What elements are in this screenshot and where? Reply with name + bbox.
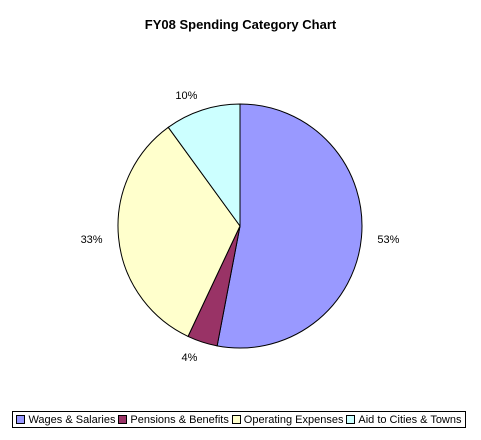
legend: Wages & Salaries Pensions & Benefits Ope… (12, 411, 466, 428)
legend-item-aid: Aid to Cities & Towns (346, 413, 462, 426)
legend-label-pensions: Pensions & Benefits (130, 413, 229, 426)
legend-swatch-pensions (118, 415, 128, 424)
slice-operating (117, 126, 241, 338)
slice-label-operating: 33% (81, 234, 103, 246)
chart-title: FY08 Spending Category Chart (144, 17, 337, 32)
slice-wages (216, 103, 363, 349)
slice-label-wages: 53% (377, 234, 399, 246)
legend-swatch-wages (16, 415, 26, 424)
legend-label-aid: Aid to Cities & Towns (358, 413, 462, 426)
legend-item-operating: Operating Expenses (231, 413, 344, 426)
slice-label-aid: 10% (175, 90, 197, 102)
legend-swatch-aid (346, 415, 356, 424)
slice-label-pensions: 4% (181, 352, 197, 364)
pie-chart: 53% 4% 33% 10% (81, 90, 400, 364)
legend-label-wages: Wages & Salaries (28, 413, 116, 426)
slice-aid (167, 103, 241, 228)
legend-swatch-operating (231, 415, 241, 424)
legend-item-pensions: Pensions & Benefits (118, 413, 229, 426)
legend-item-wages: Wages & Salaries (16, 414, 115, 426)
legend-label-operating: Operating Expenses (243, 413, 344, 426)
